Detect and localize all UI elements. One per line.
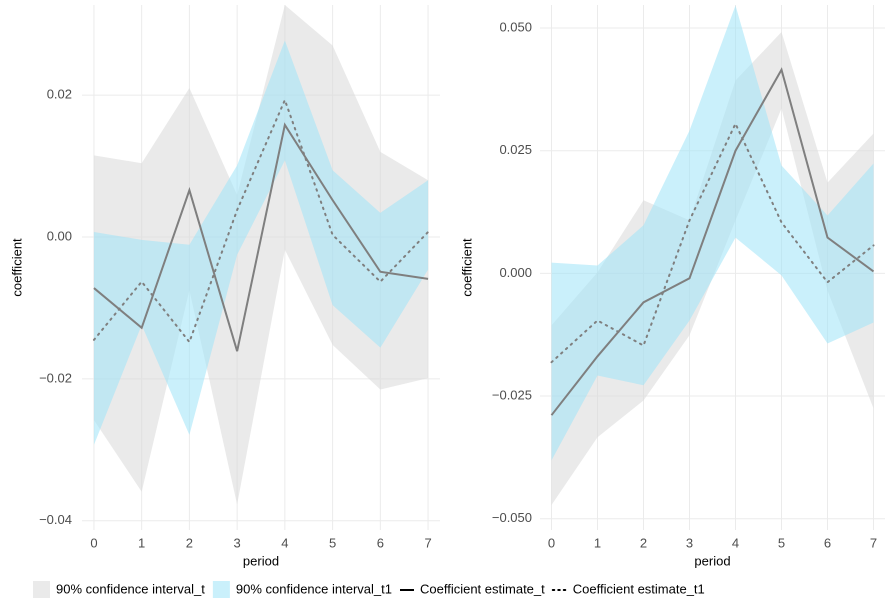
x-tick-label: 2 [640,535,647,550]
y-tick-label: −0.050 [492,510,532,525]
x-tick-label: 5 [778,535,785,550]
series-line [93,122,429,352]
y-tick-label: −0.025 [492,387,532,402]
y-tick-label: 0.000 [499,265,532,280]
y-tick-label: 0.025 [499,142,532,157]
legend-label: Coefficient estimate_t1 [573,581,705,596]
legend-label: Coefficient estimate_t [420,581,545,596]
y-tick-label: 0.02 [47,87,72,102]
series-line [550,121,875,364]
x-tick-label: 4 [281,535,288,550]
x-axis-title: period [243,553,279,568]
confidence-band [551,5,874,461]
legend-swatch [212,581,230,598]
confidence-band [93,5,429,505]
x-tick-label: 6 [377,535,384,550]
x-tick-label: 1 [138,535,145,550]
y-tick-label: −0.02 [39,370,72,385]
series-line [550,67,875,416]
x-tick-label: 3 [686,535,693,550]
x-tick-label: 0 [90,535,97,550]
x-tick-label: 3 [234,535,241,550]
y-tick-label: 0.050 [499,19,532,34]
legend-label: 90% confidence interval_t1 [236,581,392,596]
confidence-band [93,40,429,445]
legend-label: 90% confidence interval_t [56,581,205,596]
y-axis-title: coefficient [459,238,474,297]
x-tick-label: 7 [870,535,877,550]
y-tick-label: −0.04 [39,512,72,527]
x-tick-label: 0 [548,535,555,550]
x-tick-label: 4 [732,535,739,550]
x-tick-label: 7 [424,535,431,550]
x-tick-label: 6 [824,535,831,550]
x-tick-label: 2 [186,535,193,550]
series-line [92,97,430,345]
y-tick-label: 0.00 [47,228,72,243]
legend-swatch [33,581,50,598]
x-axis-title: period [694,553,730,568]
x-tick-label: 5 [329,535,336,550]
x-tick-label: 1 [594,535,601,550]
y-axis-title: coefficient [9,238,24,297]
